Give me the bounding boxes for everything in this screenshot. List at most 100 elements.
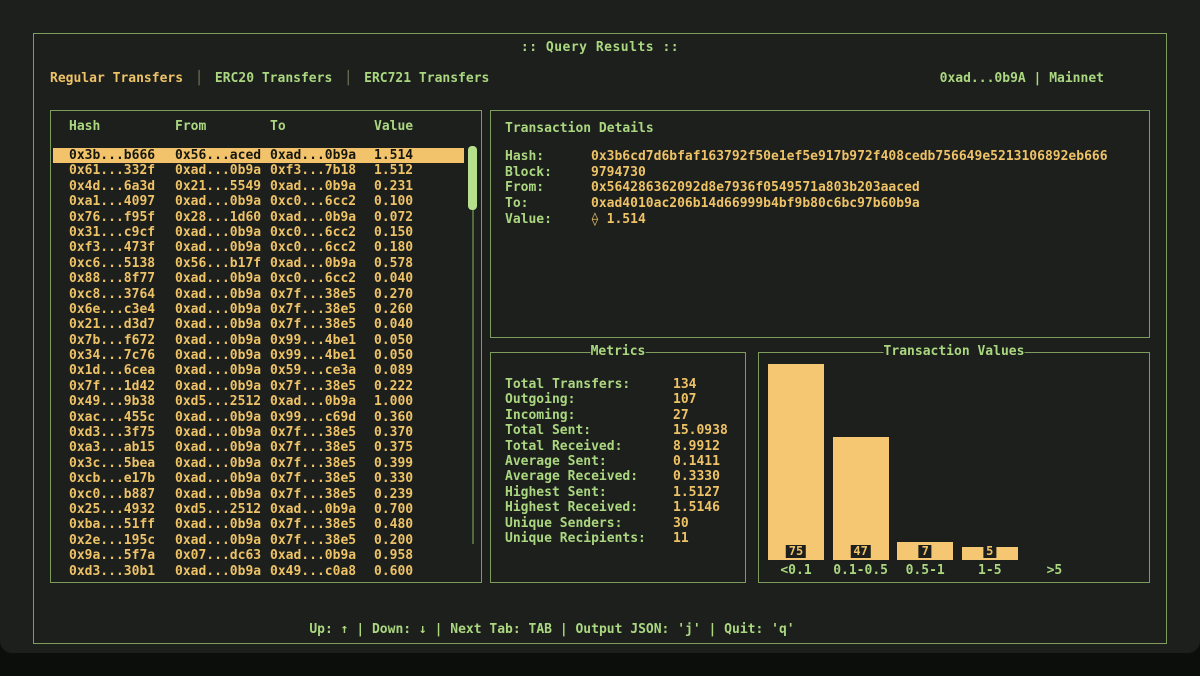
table-row[interactable]: 0x76...f95f0x28...1d600xad...0b9a0.072 — [53, 210, 464, 225]
table-row[interactable]: 0x9a...5f7a0x07...dc630xad...0b9a0.958 — [53, 548, 464, 563]
terminal-window: :: Query Results :: Regular Transfers│ER… — [0, 0, 1200, 653]
cell-value: 0.239 — [374, 487, 464, 502]
cell-from: 0xd5...2512 — [175, 394, 270, 409]
cell-from: 0xad...0b9a — [175, 163, 270, 178]
table-row[interactable]: 0xc8...37640xad...0b9a0x7f...38e50.270 — [53, 287, 464, 302]
table-row[interactable]: 0x7f...1d420xad...0b9a0x7f...38e50.222 — [53, 379, 464, 394]
table-row[interactable]: 0xa3...ab150xad...0b9a0x7f...38e50.375 — [53, 440, 464, 455]
tab-regular-transfers[interactable]: Regular Transfers — [50, 71, 183, 86]
axis-category-label: 0.1-0.5 — [833, 563, 889, 579]
metrics-title: Metrics — [591, 344, 646, 360]
chart-category-axis: <0.10.1-0.50.5-11-5>5 — [759, 563, 1149, 579]
metric-row: Total Transfers:134 — [505, 377, 739, 392]
metric-row: Outgoing:107 — [505, 392, 739, 407]
cell-from: 0xd5...2512 — [175, 502, 270, 517]
cell-from: 0xad...0b9a — [175, 225, 270, 240]
cell-value: 0.180 — [374, 240, 464, 255]
cell-to: 0x49...c0a8 — [270, 564, 374, 579]
table-row[interactable]: 0xd3...30b10xad...0b9a0x49...c0a80.600 — [53, 564, 464, 579]
cell-value: 0.260 — [374, 302, 464, 317]
table-row[interactable]: 0x6e...c3e40xad...0b9a0x7f...38e50.260 — [53, 302, 464, 317]
cell-value: 0.072 — [374, 210, 464, 225]
table-row[interactable]: 0x7b...f6720xad...0b9a0x99...4be10.050 — [53, 333, 464, 348]
detail-value: 0xad4010ac206b14d66999b4bf9b80c6bc97b60b… — [591, 196, 920, 212]
cell-from: 0xad...0b9a — [175, 517, 270, 532]
cell-to: 0x7f...38e5 — [270, 487, 374, 502]
cell-to: 0x99...4be1 — [270, 348, 374, 363]
table-row[interactable]: 0x1d...6cea0xad...0b9a0x59...ce3a0.089 — [53, 363, 464, 378]
table-row[interactable]: 0xc6...51380x56...b17f0xad...0b9a0.578 — [53, 256, 464, 271]
cell-to: 0xad...0b9a — [270, 548, 374, 563]
cell-hash: 0xa3...ab15 — [69, 440, 175, 455]
cell-to: 0xad...0b9a — [270, 502, 374, 517]
cell-value: 1.514 — [374, 148, 464, 163]
details-title: Transaction Details — [505, 121, 654, 136]
cell-from: 0xad...0b9a — [175, 533, 270, 548]
column-header-from: From — [175, 119, 270, 135]
cell-from: 0x28...1d60 — [175, 210, 270, 225]
metric-label: Total Received: — [505, 439, 673, 454]
tab-erc721-transfers[interactable]: ERC721 Transfers — [364, 71, 489, 86]
bar-value-label: 47 — [850, 545, 870, 558]
cell-hash: 0xc0...b887 — [69, 487, 175, 502]
table-row[interactable]: 0x3b...b6660x56...aced0xad...0b9a1.514 — [53, 148, 464, 163]
cell-hash: 0x3c...5bea — [69, 456, 175, 471]
column-header-hash: Hash — [69, 119, 175, 135]
table-row[interactable]: 0xba...51ff0xad...0b9a0x7f...38e50.480 — [53, 517, 464, 532]
metric-label: Total Sent: — [505, 423, 673, 438]
metric-row: Incoming:27 — [505, 408, 739, 423]
cell-to: 0xad...0b9a — [270, 148, 374, 163]
app-frame: :: Query Results :: Regular Transfers│ER… — [33, 33, 1167, 644]
detail-value: 0x564286362092d8e7936f0549571a803b203aac… — [591, 180, 920, 196]
wallet-status: 0xad...0b9A | Mainnet — [940, 71, 1104, 87]
table-row[interactable]: 0xcb...e17b0xad...0b9a0x7f...38e50.330 — [53, 471, 464, 486]
cell-value: 0.222 — [374, 379, 464, 394]
column-header-to: To — [270, 119, 374, 135]
table-row[interactable]: 0x88...8f770xad...0b9a0xc0...6cc20.040 — [53, 271, 464, 286]
cell-value: 0.958 — [374, 548, 464, 563]
cell-hash: 0xc6...5138 — [69, 256, 175, 271]
cell-to: 0x99...4be1 — [270, 333, 374, 348]
cell-value: 0.375 — [374, 440, 464, 455]
cell-value: 0.050 — [374, 348, 464, 363]
metric-row: Highest Sent:1.5127 — [505, 485, 739, 500]
tab-bar: Regular Transfers│ERC20 Transfers│ERC721… — [50, 71, 489, 87]
table-row[interactable]: 0x21...d3d70xad...0b9a0x7f...38e50.040 — [53, 317, 464, 332]
cell-to: 0x7f...38e5 — [270, 287, 374, 302]
cell-value: 0.231 — [374, 179, 464, 194]
cell-to: 0xc0...6cc2 — [270, 225, 374, 240]
cell-from: 0xad...0b9a — [175, 240, 270, 255]
cell-from: 0xad...0b9a — [175, 317, 270, 332]
cell-to: 0x99...c69d — [270, 410, 374, 425]
details-fields: Hash:0x3b6cd7d6bfaf163792f50e1ef5e917b97… — [505, 149, 1141, 227]
cell-value: 1.000 — [374, 394, 464, 409]
transfers-table-panel: HashFromToValue 0x3b...b6660x56...aced0x… — [50, 110, 482, 583]
table-row[interactable]: 0x4d...6a3d0x21...55490xad...0b9a0.231 — [53, 179, 464, 194]
cell-hash: 0x76...f95f — [69, 210, 175, 225]
table-row[interactable]: 0x34...7c760xad...0b9a0x99...4be10.050 — [53, 348, 464, 363]
table-row[interactable]: 0x25...49320xd5...25120xad...0b9a0.700 — [53, 502, 464, 517]
table-row[interactable]: 0xc0...b8870xad...0b9a0x7f...38e50.239 — [53, 487, 464, 502]
scrollbar-thumb[interactable] — [468, 146, 477, 210]
metric-label: Highest Received: — [505, 500, 673, 515]
table-row[interactable]: 0xa1...40970xad...0b9a0xc0...6cc20.100 — [53, 194, 464, 209]
cell-from: 0xad...0b9a — [175, 410, 270, 425]
histogram-bar: 75 — [768, 364, 824, 560]
table-row[interactable]: 0x3c...5bea0xad...0b9a0x7f...38e50.399 — [53, 456, 464, 471]
metric-label: Average Sent: — [505, 454, 673, 469]
histogram-bar: 7 — [897, 542, 953, 560]
table-row[interactable]: 0xf3...473f0xad...0b9a0xc0...6cc20.180 — [53, 240, 464, 255]
table-row[interactable]: 0x31...c9cf0xad...0b9a0xc0...6cc20.150 — [53, 225, 464, 240]
table-row[interactable]: 0x49...9b380xd5...25120xad...0b9a1.000 — [53, 394, 464, 409]
table-row[interactable]: 0xac...455c0xad...0b9a0x99...c69d0.360 — [53, 410, 464, 425]
cell-from: 0xad...0b9a — [175, 302, 270, 317]
table-row[interactable]: 0xd3...3f750xad...0b9a0x7f...38e50.370 — [53, 425, 464, 440]
cell-hash: 0x31...c9cf — [69, 225, 175, 240]
table-row[interactable]: 0x61...332f0xad...0b9a0xf3...7b181.512 — [53, 163, 464, 178]
cell-from: 0x56...b17f — [175, 256, 270, 271]
detail-row: Value:⟠ 1.514 — [505, 212, 1141, 228]
table-row[interactable]: 0x2e...195c0xad...0b9a0x7f...38e50.200 — [53, 533, 464, 548]
tab-erc20-transfers[interactable]: ERC20 Transfers — [215, 71, 332, 86]
metric-value: 30 — [673, 516, 689, 531]
cell-hash: 0x4d...6a3d — [69, 179, 175, 194]
